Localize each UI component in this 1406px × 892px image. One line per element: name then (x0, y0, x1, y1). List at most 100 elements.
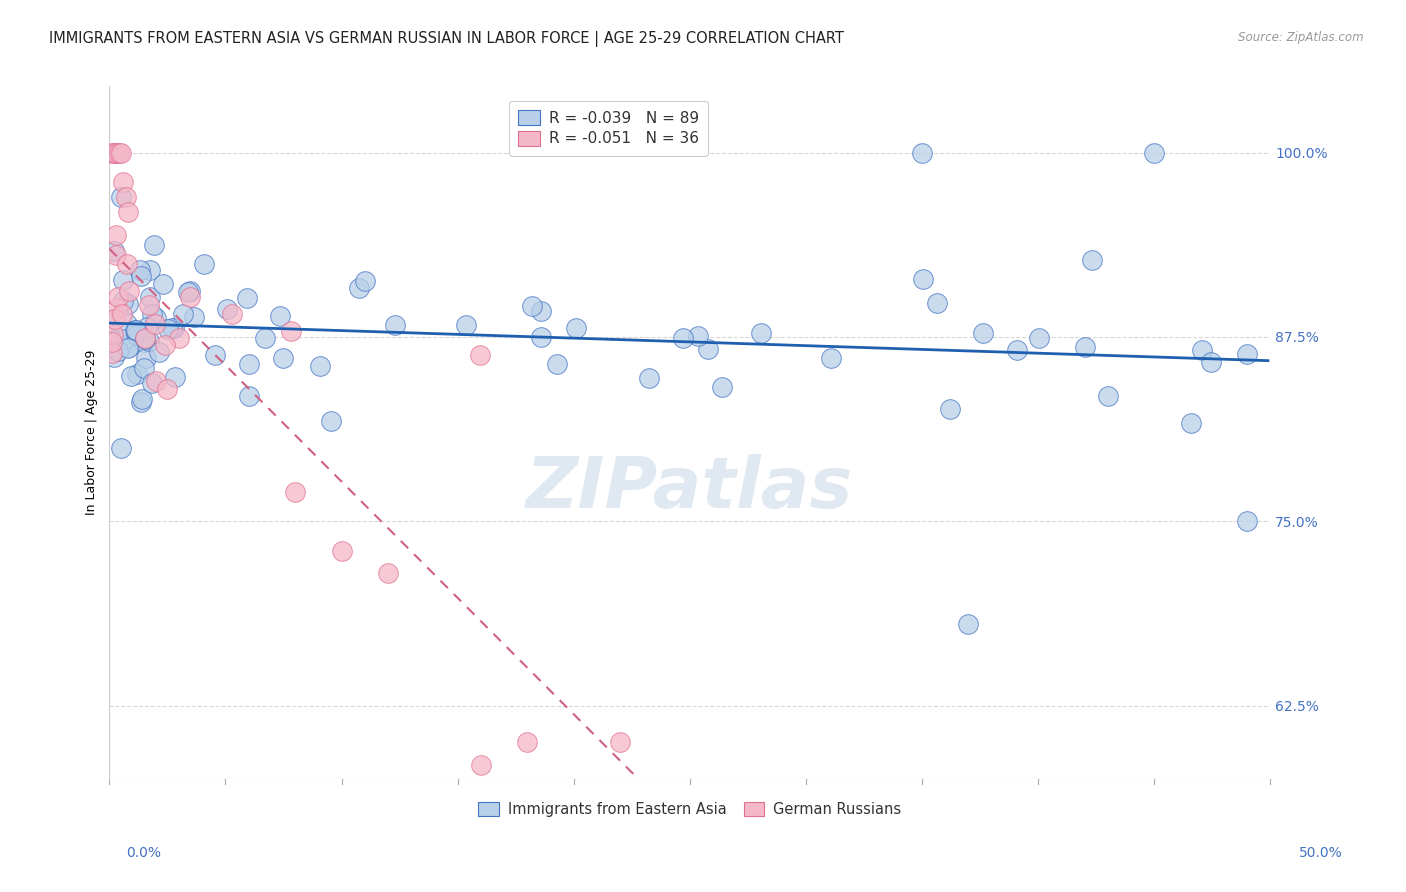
Point (280, 324, 302, 338)
Point (112, 294, 135, 309)
Point (384, 318, 406, 332)
Point (165, 370, 187, 384)
Point (111, 273, 134, 287)
Point (221, 307, 243, 321)
Legend: Immigrants from Eastern Asia, German Russians: Immigrants from Eastern Asia, German Rus… (471, 795, 908, 824)
Point (354, 274, 377, 288)
Text: Source: ZipAtlas.com: Source: ZipAtlas.com (1239, 31, 1364, 45)
Point (129, 268, 152, 283)
Point (131, 392, 153, 406)
Point (454, 318, 477, 333)
Point (468, 348, 491, 362)
Text: 0.0%: 0.0% (127, 846, 162, 860)
Point (1143, 145, 1166, 160)
Point (530, 330, 553, 344)
Point (156, 322, 179, 336)
Point (100, 335, 122, 350)
Point (710, 379, 733, 393)
Point (1005, 343, 1028, 357)
Point (1081, 253, 1104, 268)
Point (1074, 340, 1097, 354)
Point (155, 337, 177, 351)
Point (110, 442, 132, 456)
Point (138, 334, 160, 349)
Point (565, 321, 588, 335)
Point (124, 323, 146, 337)
Point (1199, 355, 1222, 369)
Point (319, 414, 342, 428)
Point (330, 543, 353, 558)
Point (749, 326, 772, 340)
Point (925, 296, 948, 310)
Point (135, 351, 157, 365)
Point (118, 340, 141, 354)
Point (911, 145, 934, 160)
Point (193, 257, 215, 271)
Point (103, 244, 125, 259)
Point (177, 285, 200, 299)
Text: IMMIGRANTS FROM EASTERN ASIA VS GERMAN RUSSIAN IN LABOR FORCE | AGE 25-29 CORREL: IMMIGRANTS FROM EASTERN ASIA VS GERMAN R… (49, 31, 844, 47)
Point (273, 351, 295, 366)
Point (179, 290, 201, 304)
Point (939, 402, 962, 417)
Point (134, 332, 156, 346)
Point (546, 357, 568, 371)
Point (145, 310, 167, 325)
Point (156, 382, 179, 396)
Point (1191, 343, 1213, 357)
Point (141, 307, 163, 321)
Point (120, 368, 142, 383)
Point (143, 237, 166, 252)
Point (349, 281, 371, 295)
Point (972, 326, 994, 341)
Point (103, 311, 125, 326)
Point (516, 735, 538, 749)
Point (125, 328, 148, 343)
Text: 50.0%: 50.0% (1299, 846, 1343, 860)
Text: ZIPatlas: ZIPatlas (526, 454, 853, 523)
Point (1180, 416, 1202, 430)
Point (284, 484, 307, 499)
Point (107, 301, 129, 315)
Point (162, 321, 184, 335)
Point (145, 374, 167, 388)
Point (107, 145, 129, 160)
Point (160, 321, 183, 335)
Point (103, 334, 125, 348)
Point (111, 307, 134, 321)
Point (112, 175, 135, 189)
Point (110, 190, 132, 204)
Point (103, 350, 125, 364)
Point (103, 145, 125, 160)
Point (139, 262, 162, 277)
Point (125, 325, 148, 339)
Point (957, 617, 980, 632)
Point (105, 145, 128, 160)
Point (118, 284, 141, 298)
Point (912, 272, 935, 286)
Point (179, 284, 201, 298)
Point (236, 291, 259, 305)
Point (253, 331, 276, 345)
Point (141, 376, 163, 391)
Point (114, 332, 136, 346)
Point (105, 326, 128, 340)
Point (1236, 514, 1258, 528)
Point (609, 735, 631, 749)
Point (100, 145, 122, 160)
Point (1028, 331, 1050, 345)
Point (238, 358, 260, 372)
Point (148, 345, 170, 359)
Point (117, 257, 139, 271)
Point (110, 145, 132, 160)
Point (100, 346, 122, 360)
Point (1097, 389, 1119, 403)
Point (204, 347, 226, 361)
Point (117, 204, 139, 219)
Point (129, 395, 152, 409)
Point (269, 309, 291, 323)
Point (638, 371, 661, 385)
Point (117, 296, 139, 310)
Point (530, 304, 553, 318)
Point (138, 290, 160, 304)
